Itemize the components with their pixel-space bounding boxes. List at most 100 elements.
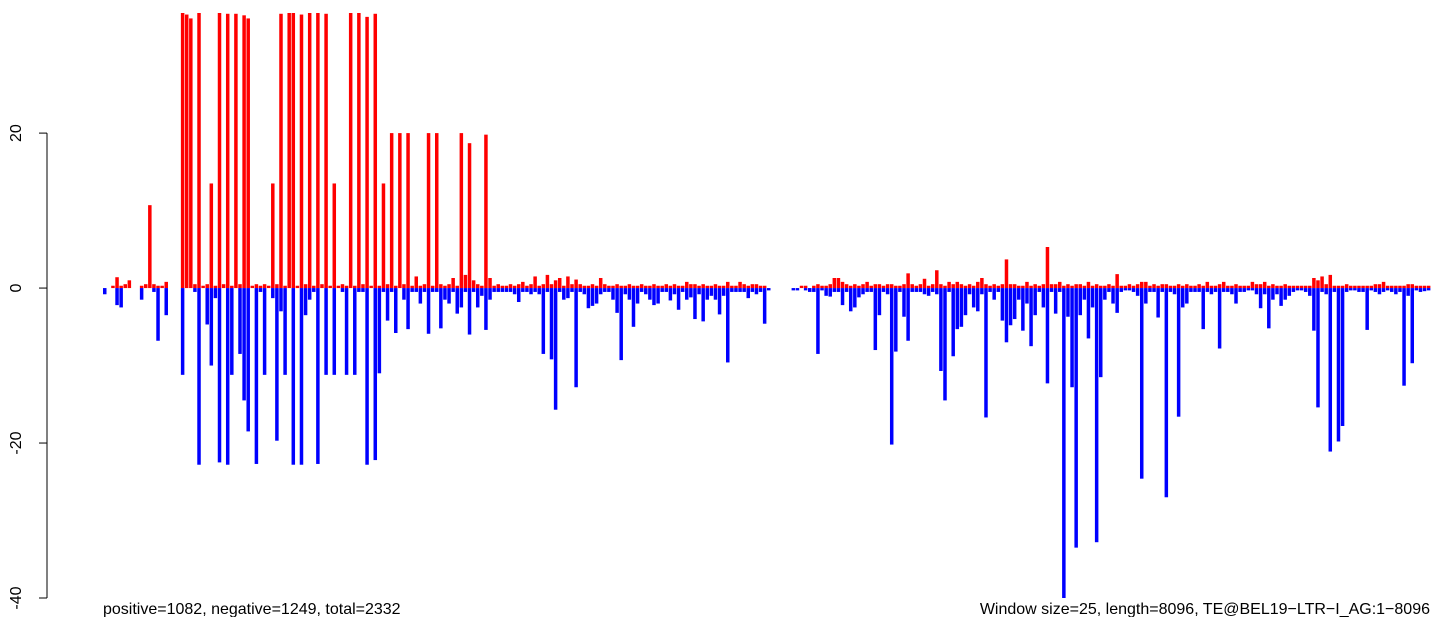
bar xyxy=(1189,285,1193,289)
bar xyxy=(512,288,517,295)
bar xyxy=(340,288,345,292)
bar xyxy=(603,288,607,292)
bar xyxy=(582,285,587,289)
bar xyxy=(963,288,968,316)
bar xyxy=(820,285,824,289)
bar xyxy=(730,288,734,292)
bar xyxy=(492,285,496,289)
bar xyxy=(1234,288,1238,304)
bar xyxy=(1308,285,1312,289)
bar xyxy=(1377,284,1382,289)
bar xyxy=(516,288,521,303)
bar xyxy=(1353,285,1357,289)
bar xyxy=(496,284,500,289)
bar xyxy=(1246,288,1251,291)
bar xyxy=(1066,288,1070,317)
bar xyxy=(672,284,677,289)
bar xyxy=(1176,284,1181,289)
bar xyxy=(312,288,316,292)
bar xyxy=(1107,284,1111,289)
bar xyxy=(1250,288,1255,291)
bar xyxy=(459,133,464,289)
bar xyxy=(922,288,927,295)
bar xyxy=(1082,288,1087,300)
bar xyxy=(1369,288,1374,291)
bar xyxy=(648,285,652,289)
bar xyxy=(262,288,267,375)
bar xyxy=(873,284,878,289)
bar xyxy=(234,13,238,289)
bar xyxy=(1295,288,1300,291)
bar xyxy=(807,288,812,292)
bar xyxy=(598,288,603,295)
bar xyxy=(373,13,378,289)
bar xyxy=(1205,281,1210,289)
bar xyxy=(1180,288,1185,308)
bar xyxy=(693,288,697,320)
bar xyxy=(529,288,533,295)
bar xyxy=(996,288,1001,292)
bar xyxy=(553,280,558,289)
bar xyxy=(328,285,332,289)
bar xyxy=(1344,288,1349,292)
bar xyxy=(1316,280,1320,289)
bar xyxy=(484,288,488,330)
bar xyxy=(426,133,431,289)
bar xyxy=(1099,288,1103,378)
bar xyxy=(381,288,386,292)
bar xyxy=(980,277,984,289)
bar xyxy=(291,13,296,289)
bar xyxy=(324,288,328,375)
bar xyxy=(242,15,246,289)
bar xyxy=(1008,288,1013,326)
bar xyxy=(1201,288,1205,330)
bar xyxy=(984,284,988,289)
bar xyxy=(459,288,464,308)
bar xyxy=(373,288,378,461)
bar xyxy=(443,288,447,300)
bar xyxy=(254,288,259,464)
bar xyxy=(1037,285,1042,289)
bar xyxy=(139,285,144,289)
bar xyxy=(443,285,447,289)
bar xyxy=(1381,288,1386,292)
bar xyxy=(1045,288,1050,384)
bar xyxy=(652,288,656,306)
bar xyxy=(1279,288,1283,306)
bar xyxy=(1242,285,1246,289)
bar xyxy=(984,288,988,418)
bar xyxy=(475,288,480,308)
bar xyxy=(1275,288,1279,295)
bar xyxy=(988,285,992,289)
bar xyxy=(238,288,242,354)
bar xyxy=(594,285,599,289)
bar xyxy=(955,288,960,330)
bar xyxy=(566,276,570,289)
bar xyxy=(877,284,882,289)
bar xyxy=(533,288,537,292)
bar xyxy=(1103,288,1107,300)
bar xyxy=(205,288,209,325)
bar xyxy=(1115,274,1119,289)
bar xyxy=(885,288,890,295)
bar xyxy=(225,13,230,289)
bar xyxy=(619,285,623,289)
bar xyxy=(1394,288,1398,295)
bar xyxy=(935,270,939,289)
bar xyxy=(758,288,763,292)
bar xyxy=(680,288,685,292)
bar xyxy=(697,285,701,289)
bar xyxy=(1144,288,1148,304)
bar xyxy=(1258,288,1263,309)
bar xyxy=(1201,285,1205,289)
bar xyxy=(430,288,435,292)
bar xyxy=(414,276,419,289)
bar xyxy=(930,284,935,289)
bar xyxy=(1094,284,1099,289)
bar xyxy=(1287,288,1292,296)
bar xyxy=(762,288,767,324)
bar xyxy=(799,285,804,289)
bar xyxy=(156,288,160,341)
bar xyxy=(914,285,919,289)
bar xyxy=(344,288,349,375)
